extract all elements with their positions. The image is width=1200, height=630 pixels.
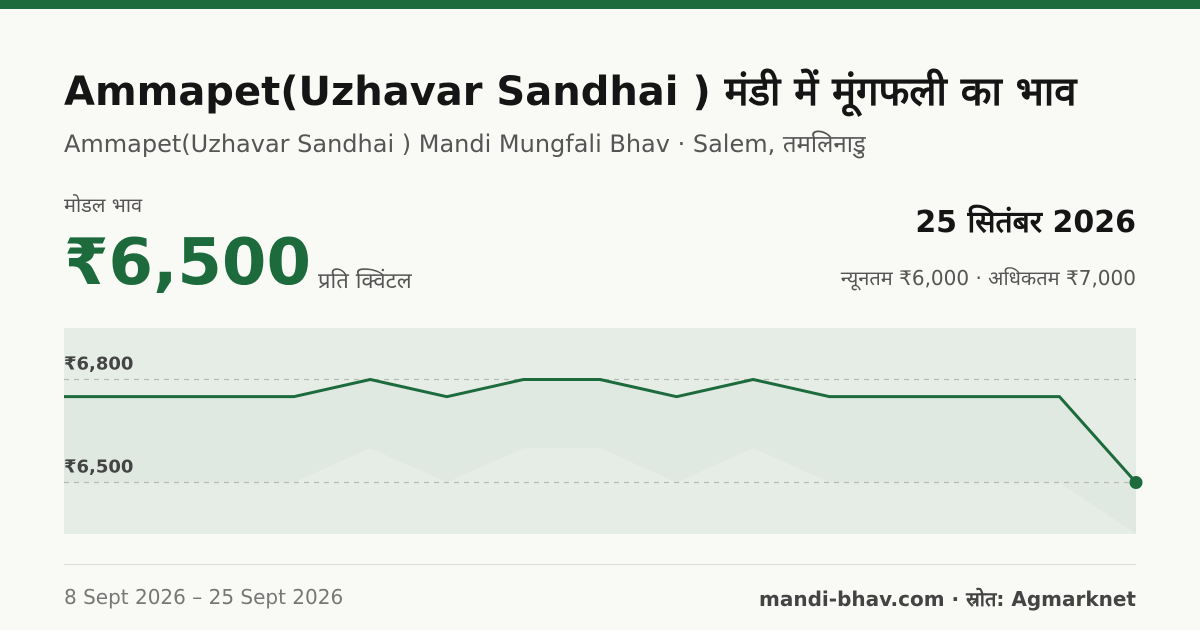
- y-tick-label: ₹6,500: [64, 457, 133, 478]
- page-subtitle: Ammapet(Uzhavar Sandhai ) Mandi Mungfali…: [64, 130, 866, 158]
- top-accent-bar: [0, 0, 1200, 9]
- min-max-prices: न्यूनतम ₹6,000 · अधिकतम ₹7,000: [840, 266, 1136, 290]
- price-line: [64, 378, 1138, 484]
- price-unit: प्रति क्विंटल: [318, 269, 412, 294]
- page-title: Ammapet(Uzhavar Sandhai ) मंडी में मूंगफ…: [64, 69, 1077, 115]
- price-value: ₹6,500: [64, 226, 311, 300]
- footer-divider: [64, 564, 1136, 565]
- price-label: मोडल भाव: [64, 193, 143, 217]
- y-tick-label: ₹6,800: [64, 354, 133, 375]
- source-credit: mandi-bhav.com · स्रोत: Agmarknet: [759, 587, 1136, 611]
- date-range: 8 Sept 2026 – 25 Sept 2026: [64, 585, 344, 609]
- price-date: 25 सितंबर 2026: [915, 205, 1136, 240]
- latest-price-point: [1129, 476, 1143, 489]
- price-range-band: [64, 379, 1136, 534]
